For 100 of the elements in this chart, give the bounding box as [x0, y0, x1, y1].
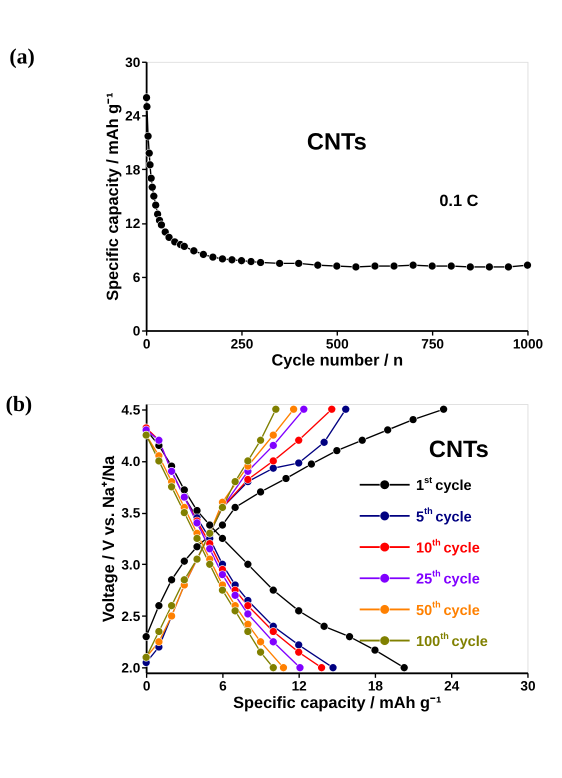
point — [167, 601, 176, 610]
point — [180, 486, 189, 494]
point — [180, 242, 189, 251]
y-tick-label: 3.0 — [121, 557, 141, 572]
point — [230, 606, 240, 616]
point — [428, 262, 436, 270]
chart-title: (a) — [9, 44, 35, 69]
point — [269, 586, 278, 594]
point — [345, 632, 354, 641]
point — [218, 520, 227, 530]
point — [272, 405, 280, 414]
point — [199, 250, 208, 259]
point — [218, 534, 227, 543]
point — [167, 482, 176, 491]
point — [300, 405, 308, 414]
point — [400, 663, 408, 672]
point — [230, 477, 240, 486]
y-tick-label: 3.5 — [121, 506, 141, 521]
point — [269, 430, 278, 440]
point — [269, 627, 278, 636]
point — [370, 646, 380, 654]
point — [152, 200, 160, 210]
x-tick-label: 0 — [142, 336, 151, 352]
point — [342, 405, 350, 414]
point — [294, 606, 303, 616]
point — [294, 436, 303, 444]
point — [358, 436, 366, 444]
point — [192, 534, 202, 543]
point — [218, 254, 227, 264]
point — [237, 256, 246, 265]
point — [190, 246, 198, 256]
point — [208, 252, 218, 262]
point — [279, 663, 288, 672]
x-tick-label: 24 — [444, 678, 460, 694]
point — [317, 663, 326, 672]
y-tick-label: 2.0 — [121, 660, 141, 676]
point — [390, 262, 398, 270]
y-tick-label: 4.0 — [121, 454, 141, 469]
point — [244, 620, 252, 628]
x-axis-title: Specific capacity / mAh g⁻¹ — [233, 694, 442, 712]
point — [246, 257, 256, 266]
annotation: CNTs — [428, 437, 489, 464]
point — [294, 648, 303, 656]
point — [332, 262, 342, 270]
point — [157, 220, 166, 230]
point — [269, 663, 278, 672]
point — [328, 405, 336, 414]
x-tick-label: 750 — [421, 336, 444, 352]
point — [146, 174, 156, 182]
point — [150, 192, 158, 200]
point — [439, 405, 448, 414]
point — [148, 183, 156, 192]
point — [206, 560, 214, 569]
point — [244, 627, 252, 636]
point — [256, 648, 265, 656]
x-tick-label: 30 — [520, 678, 536, 694]
point — [218, 570, 227, 579]
point — [244, 456, 252, 466]
point — [206, 520, 214, 530]
x-tick-label: 0 — [142, 678, 151, 694]
point — [142, 93, 151, 102]
point — [296, 663, 304, 672]
point — [192, 542, 202, 551]
annotation: 0.1 C — [439, 192, 479, 210]
point — [352, 262, 360, 272]
point — [180, 508, 189, 517]
point — [383, 426, 392, 434]
point — [408, 260, 418, 270]
point — [314, 260, 322, 270]
chart-title: (b) — [6, 392, 32, 416]
point — [154, 638, 164, 646]
x-tick-label: 500 — [326, 336, 350, 352]
point — [408, 415, 418, 424]
point — [154, 601, 164, 610]
point — [256, 638, 265, 646]
point — [282, 474, 290, 483]
point — [256, 436, 265, 444]
point — [230, 591, 240, 600]
y-tick-label: 24 — [125, 108, 141, 124]
point — [144, 132, 152, 140]
y-tick-label: 0 — [132, 324, 141, 339]
point — [145, 148, 154, 158]
x-tick-label: 18 — [368, 678, 384, 694]
point — [307, 460, 316, 468]
annotation: CNTs — [306, 130, 367, 156]
y-tick-label: 30 — [125, 54, 141, 70]
point — [161, 228, 170, 236]
point — [154, 456, 164, 466]
point — [192, 506, 202, 515]
point — [320, 622, 328, 631]
point — [256, 258, 265, 267]
point — [146, 160, 154, 170]
point — [180, 557, 189, 566]
x-axis-title: Cycle number / n — [272, 352, 404, 370]
point — [269, 441, 278, 450]
point — [504, 262, 513, 272]
point — [218, 586, 227, 594]
point — [230, 503, 240, 512]
x-tick-label: 250 — [230, 336, 254, 352]
point — [244, 601, 252, 610]
